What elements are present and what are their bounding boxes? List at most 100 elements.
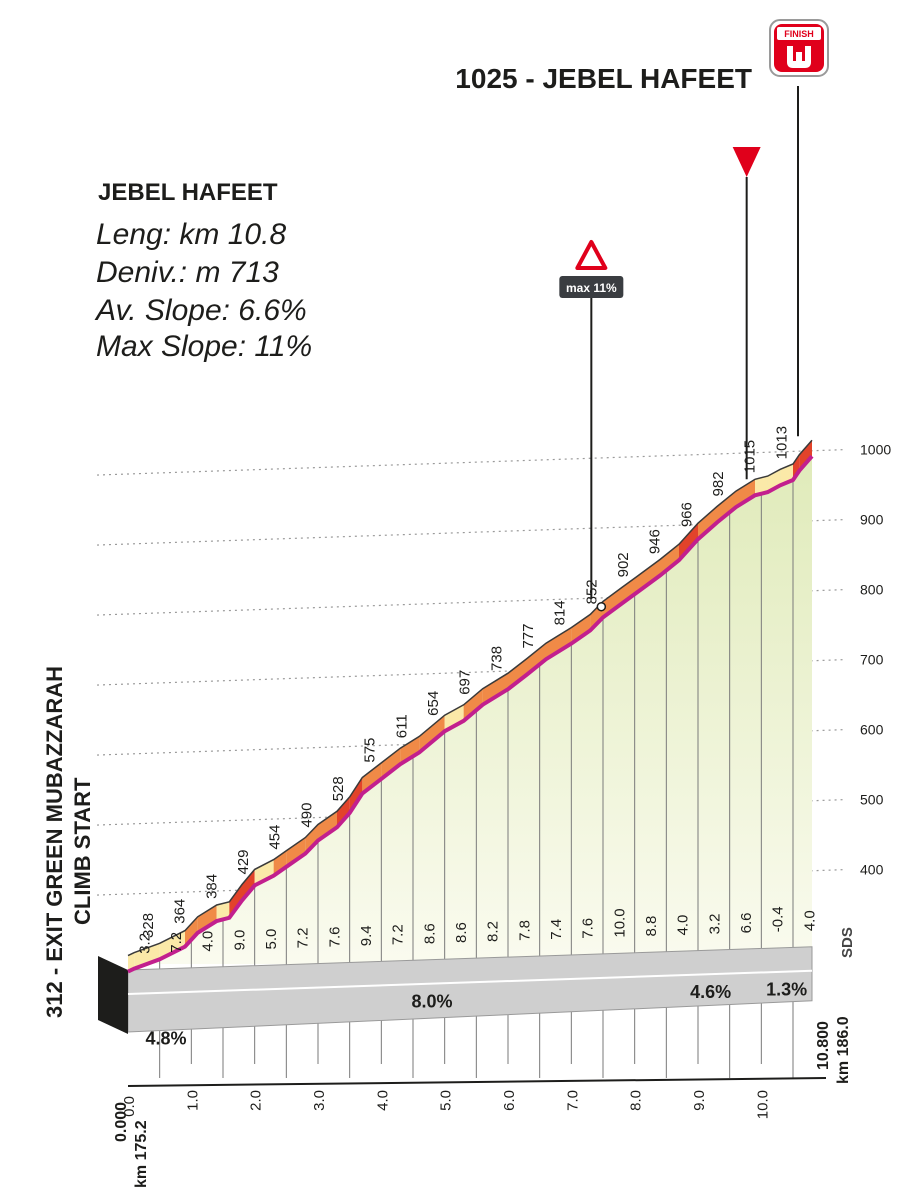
- base-divider: [127, 969, 813, 995]
- road-segment: [318, 811, 337, 841]
- segment-gradient-label: 9.0: [231, 930, 248, 951]
- road-segment: [799, 440, 812, 471]
- segment-gradient-label: 7.2: [295, 928, 312, 949]
- y-tick-label: 1000: [860, 442, 891, 458]
- profile-base-side: [98, 956, 128, 1034]
- last-km-marker: [732, 147, 761, 480]
- x-tick-label: 2.0: [248, 1090, 265, 1111]
- altitude-label: 654: [425, 691, 442, 716]
- road-segment: [679, 523, 698, 561]
- segment-gradient-label: 7.2: [390, 924, 407, 945]
- x-tick-label: 3.0: [311, 1090, 328, 1111]
- road-segment: [622, 573, 641, 604]
- y-tick-label: 500: [860, 792, 884, 808]
- climb-elevation-gain: Deniv.: m 713: [96, 256, 279, 289]
- road-segment: [698, 506, 717, 540]
- road-segment: [128, 952, 135, 972]
- x-tick-label: 8.0: [628, 1090, 645, 1111]
- section-gradient-label: 8.0%: [411, 992, 452, 1012]
- y-tick-label: 400: [860, 862, 884, 878]
- road-segment: [508, 658, 527, 690]
- climb-average-slope: Av. Slope: 6.6%: [94, 294, 307, 327]
- max-slope-badge-text: max 11%: [566, 281, 617, 295]
- climb-max-slope: Max Slope: 11%: [96, 330, 312, 363]
- altitude-label: 982: [710, 471, 727, 496]
- segment-gradient-label: 7.6: [580, 918, 597, 939]
- segment-gradient-label: 7.6: [326, 926, 343, 947]
- altitude-label: 777: [520, 624, 537, 649]
- km-start-race: km 175.2: [133, 1120, 150, 1188]
- segment-gradient-label: 7.8: [516, 920, 533, 941]
- x-tick-label: 0.0: [121, 1096, 138, 1117]
- finish-icon: FINISH: [769, 19, 829, 77]
- road-segment: [159, 930, 185, 960]
- road-segment: [793, 454, 800, 480]
- road-segment: [736, 479, 755, 508]
- y-tick-label: 700: [860, 652, 884, 668]
- road-segment: [463, 688, 483, 721]
- altitude-label: 946: [647, 529, 664, 554]
- road-segment: [641, 559, 660, 590]
- segment-gradient-label: 3.2: [706, 914, 723, 935]
- road-segment: [660, 544, 679, 576]
- road-segment: [349, 777, 363, 813]
- section-gradient-label: 4.6%: [690, 982, 731, 1002]
- road-segment: [755, 476, 768, 496]
- climb-length: Leng: km 10.8: [96, 218, 286, 251]
- road-segment: [400, 736, 420, 765]
- altitude-label: 966: [678, 502, 695, 527]
- altitude-label: 528: [330, 776, 347, 801]
- altitude-label: 490: [298, 803, 315, 828]
- segment-gradient-label: 8.8: [643, 916, 660, 937]
- start-label-line2: CLIMB START: [70, 777, 95, 925]
- altitude-label: 1013: [773, 426, 790, 459]
- x-tick-label: 7.0: [564, 1090, 581, 1111]
- altitude-label: 384: [203, 874, 220, 899]
- x-tick-label: 10.0: [754, 1090, 771, 1119]
- section-gradient-label: 4.8%: [145, 1029, 186, 1049]
- altitude-grid-line: [96, 449, 846, 476]
- km-end-race: km 186.0: [835, 1016, 852, 1084]
- altitude-label: 575: [362, 738, 379, 763]
- max-slope-marker: max 11%: [559, 240, 624, 599]
- climb-name: JEBEL HAFEET: [98, 179, 278, 206]
- x-tick-label: 9.0: [691, 1090, 708, 1111]
- road-segment: [216, 901, 230, 921]
- max-slope-badge: [559, 276, 624, 298]
- finish-label: FINISH: [784, 29, 814, 39]
- segment-gradient-label: 5.0: [263, 929, 280, 950]
- altitude-label: 454: [267, 825, 284, 850]
- road-segment: [305, 824, 318, 854]
- segment-gradient-label: 9.4: [358, 925, 375, 946]
- altitude-label: 328: [140, 913, 157, 938]
- segment-gradient-label: 6.6: [738, 912, 755, 933]
- road-segment: [254, 859, 274, 886]
- altitude-label: 738: [488, 646, 505, 671]
- x-tick-label: 1.0: [184, 1090, 201, 1111]
- altitude-label: 429: [235, 849, 252, 874]
- road-segment: [286, 837, 306, 867]
- road-top-edge: [127, 439, 813, 957]
- road-segment: [337, 796, 350, 828]
- chart-title: 1025 - JEBEL HAFEET: [455, 63, 752, 94]
- road-segment: [419, 715, 445, 753]
- segment-gradient-label: 3.2: [136, 933, 153, 954]
- section-gradient-label: 1.3%: [766, 980, 807, 1000]
- start-label-line1: 312 - EXIT GREEN MUBAZZARAH: [42, 666, 67, 1018]
- altitude-label: 697: [457, 670, 474, 695]
- segment-gradient-label: 7.2: [168, 932, 185, 953]
- warning-triangle-icon: [575, 240, 608, 270]
- brand-logo: SDS: [839, 927, 856, 958]
- altitude-label: 814: [552, 600, 569, 625]
- altitude-label: 1015: [742, 440, 759, 473]
- road-segment: [229, 884, 242, 918]
- road-segment: [381, 748, 401, 779]
- km-start-value: 0.000: [113, 1102, 130, 1142]
- altitude-label: 902: [615, 552, 632, 577]
- road-segment: [134, 943, 160, 969]
- segment-gradient-label: -0.4: [770, 906, 787, 932]
- segment-gradient-label: 8.6: [453, 922, 470, 943]
- y-tick-label: 900: [860, 512, 884, 528]
- segment-gradient-label: 8.2: [485, 921, 502, 942]
- road-segment: [717, 491, 736, 523]
